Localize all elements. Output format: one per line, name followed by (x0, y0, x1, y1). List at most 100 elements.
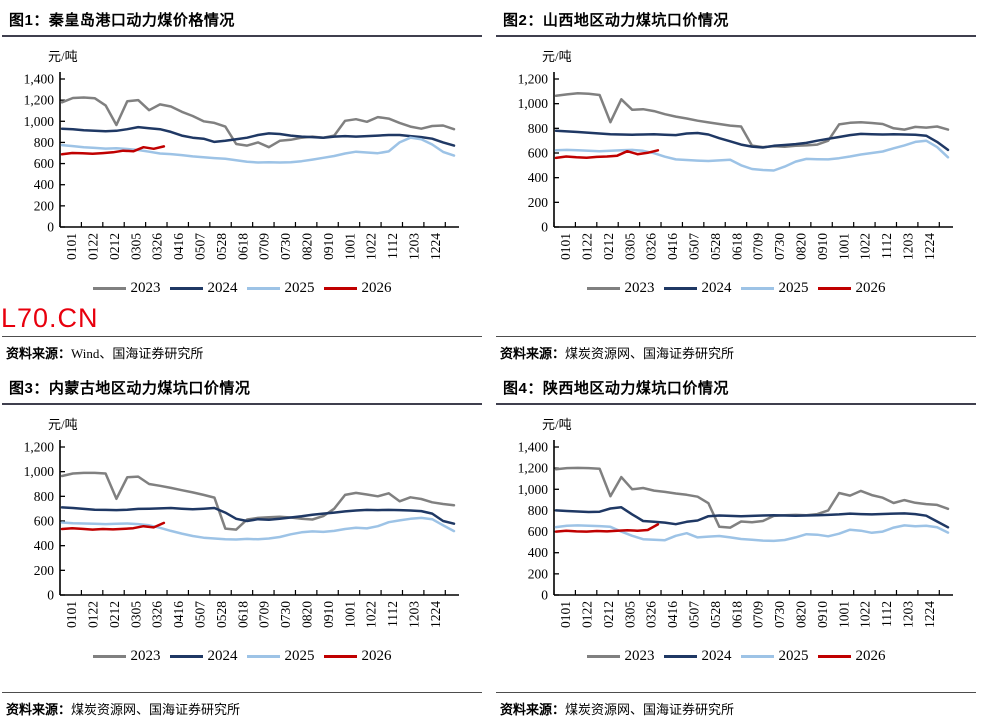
x-tick-label: 0101 (558, 601, 573, 628)
x-tick-label: 0122 (85, 233, 100, 260)
x-tick-label: 1022 (858, 601, 873, 628)
x-tick-label: 0212 (107, 601, 122, 628)
legend-label-2025: 2025 (284, 648, 315, 664)
x-tick-label: 0910 (321, 233, 336, 260)
figure-3-plot: 0 200 400 600 800 1,000 1,200 0101 0122 0212 0305 0… (24, 440, 459, 628)
x-tick-label: 0507 (686, 233, 701, 260)
x-tick-label: 0507 (192, 233, 207, 260)
legend-swatch-2023 (92, 655, 126, 658)
legend-item-2025: 2025 (740, 279, 809, 297)
figure-2-source: 资料来源：煤炭资源网、国海证券研究所 (496, 337, 976, 366)
x-tick-label: 0730 (278, 233, 293, 260)
legend-item-2026: 2026 (323, 647, 392, 665)
figure-1-unit-label: 元/吨 (48, 49, 78, 64)
watermark: L70.CN (1, 303, 99, 333)
x-tick-label: 1022 (858, 233, 873, 260)
y-tick-label: 200 (528, 195, 549, 210)
x-tick-label: 0910 (815, 233, 830, 260)
y-tick-label: 0 (47, 220, 54, 235)
legend-swatch-2023 (586, 287, 620, 290)
x-tick-label: 0618 (729, 601, 744, 628)
figure-3: 图3：内蒙古地区动力煤坑口价情况 元/吨 0 200 400 600 800 1,000 1… (0, 368, 494, 724)
x-tick-label: 0528 (708, 601, 723, 628)
figure-1-title: 图1：秦皇岛港口动力煤价格情况 (2, 6, 482, 37)
figure-1: 图1：秦皇岛港口动力煤价格情况 元/吨 0 200 400 600 800 1,000 1,… (0, 0, 494, 368)
legend-item-2026: 2026 (323, 279, 392, 297)
x-tick-label: 1203 (901, 601, 916, 628)
y-tick-label: 200 (34, 198, 55, 213)
x-tick-label: 0122 (579, 601, 594, 628)
y-tick-label: 200 (34, 563, 55, 578)
x-tick-label: 0507 (686, 601, 701, 628)
legend-swatch-2025 (246, 655, 280, 658)
x-tick-label: 1203 (407, 601, 422, 628)
figure-2-legend: 2023 2024 2025 2026 (496, 279, 976, 297)
source-body: Wind、国海证券研究所 (71, 346, 204, 361)
y-tick-label: 1,200 (518, 72, 549, 87)
series-line-2024 (60, 506, 456, 525)
x-tick-label: 0101 (558, 233, 573, 260)
figure-2-unit-label: 元/吨 (542, 49, 572, 64)
legend-swatch-2023 (92, 287, 126, 290)
series-line-2023 (554, 91, 950, 149)
y-tick-label: 800 (528, 503, 549, 518)
series-line-2024 (60, 125, 456, 147)
x-tick-label: 1203 (901, 233, 916, 260)
legend-item-2024: 2024 (663, 647, 732, 665)
legend-label-2025: 2025 (284, 280, 315, 296)
series-line-2024 (554, 506, 950, 529)
source-body: 煤炭资源网、国海证券研究所 (565, 346, 735, 361)
x-tick-label: 0730 (772, 601, 787, 628)
x-tick-label: 0122 (579, 233, 594, 260)
x-tick-label: 0122 (85, 601, 100, 628)
figure-3-title: 图3：内蒙古地区动力煤坑口价情况 (2, 374, 482, 405)
source-label: 资料来源： (500, 346, 566, 361)
y-tick-label: 1,200 (24, 93, 55, 108)
x-tick-label: 0305 (622, 601, 637, 628)
x-tick-label: 1022 (364, 601, 379, 628)
legend-label-2024: 2024 (207, 280, 238, 296)
legend-label-2024: 2024 (207, 648, 238, 664)
figure-4-unit-label: 元/吨 (542, 417, 572, 432)
y-tick-label: 1,400 (518, 440, 549, 455)
x-tick-label: 1112 (385, 233, 400, 259)
series-line-2026 (60, 145, 166, 156)
legend-label-2023: 2023 (130, 648, 161, 664)
legend-item-2024: 2024 (169, 647, 238, 665)
x-tick-label: 0326 (644, 601, 659, 628)
legend-item-2025: 2025 (246, 279, 315, 297)
y-tick-label: 600 (34, 514, 55, 529)
figure-3-source-rule (2, 692, 482, 693)
y-tick-label: 0 (541, 220, 548, 235)
figure-3-source: 资料来源：煤炭资源网、国海证券研究所 (2, 693, 482, 722)
x-tick-label: 1112 (385, 601, 400, 627)
legend-item-2023: 2023 (92, 279, 161, 297)
x-tick-label: 1224 (428, 233, 443, 260)
x-tick-label: 0416 (171, 233, 186, 260)
series-line-2023 (60, 96, 456, 149)
x-tick-label: 1112 (879, 601, 894, 627)
x-tick-label: 0820 (794, 601, 809, 628)
x-tick-label: 0326 (644, 233, 659, 260)
legend-label-2024: 2024 (701, 280, 732, 296)
figure-2-plot: 0 200 400 600 800 1,000 1,200 0101 0122 0212 0305 0… (518, 72, 953, 260)
x-tick-label: 0730 (772, 233, 787, 260)
legend-label-2023: 2023 (624, 648, 655, 664)
series-line-2026 (554, 149, 660, 160)
figure-4: 图4：陕西地区动力煤坑口价情况 元/吨 0 200 400 600 800 1,000 1,… (494, 368, 988, 724)
legend-swatch-2023 (586, 655, 620, 658)
x-tick-label: 1112 (879, 233, 894, 259)
series-line-2025 (554, 524, 950, 543)
x-tick-label: 0212 (601, 601, 616, 628)
figure-4-source: 资料来源：煤炭资源网、国海证券研究所 (496, 693, 976, 722)
x-tick-label: 0305 (622, 233, 637, 260)
series-line-2026 (554, 523, 660, 533)
source-body: 煤炭资源网、国海证券研究所 (71, 702, 241, 717)
y-tick-label: 200 (528, 566, 549, 581)
y-tick-label: 1,000 (518, 96, 549, 111)
source-label: 资料来源： (6, 346, 72, 361)
x-tick-label: 0910 (815, 601, 830, 628)
legend-item-2025: 2025 (740, 647, 809, 665)
x-tick-label: 1224 (428, 601, 443, 628)
